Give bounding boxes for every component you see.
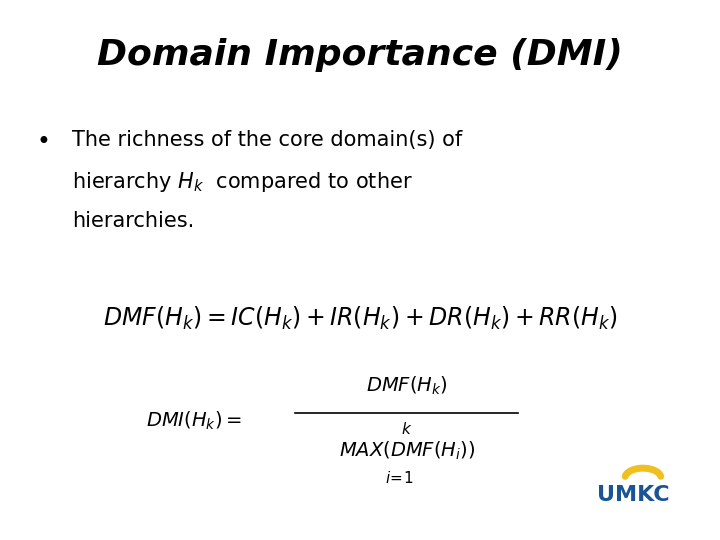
- Text: hierarchies.: hierarchies.: [72, 211, 194, 231]
- Text: $DMF(H_k)$: $DMF(H_k)$: [366, 375, 448, 397]
- Text: $DMI(H_k) = $: $DMI(H_k) = $: [146, 410, 243, 433]
- Text: $DMF(H_k) = IC(H_k) + IR(H_k) + DR(H_k) + RR(H_k)$: $DMF(H_k) = IC(H_k) + IR(H_k) + DR(H_k) …: [103, 305, 617, 332]
- Text: hierarchy $H_k$  compared to other: hierarchy $H_k$ compared to other: [72, 170, 413, 194]
- Text: $i\!=\!1$: $i\!=\!1$: [385, 470, 414, 486]
- Text: $MAX(DMF(H_i))$: $MAX(DMF(H_i))$: [338, 440, 475, 462]
- Text: UMKC: UMKC: [598, 485, 670, 505]
- Text: $k$: $k$: [401, 421, 413, 437]
- Text: The richness of the core domain(s) of: The richness of the core domain(s) of: [72, 130, 462, 150]
- Text: Domain Importance (DMI): Domain Importance (DMI): [97, 38, 623, 72]
- Text: •: •: [36, 130, 50, 153]
